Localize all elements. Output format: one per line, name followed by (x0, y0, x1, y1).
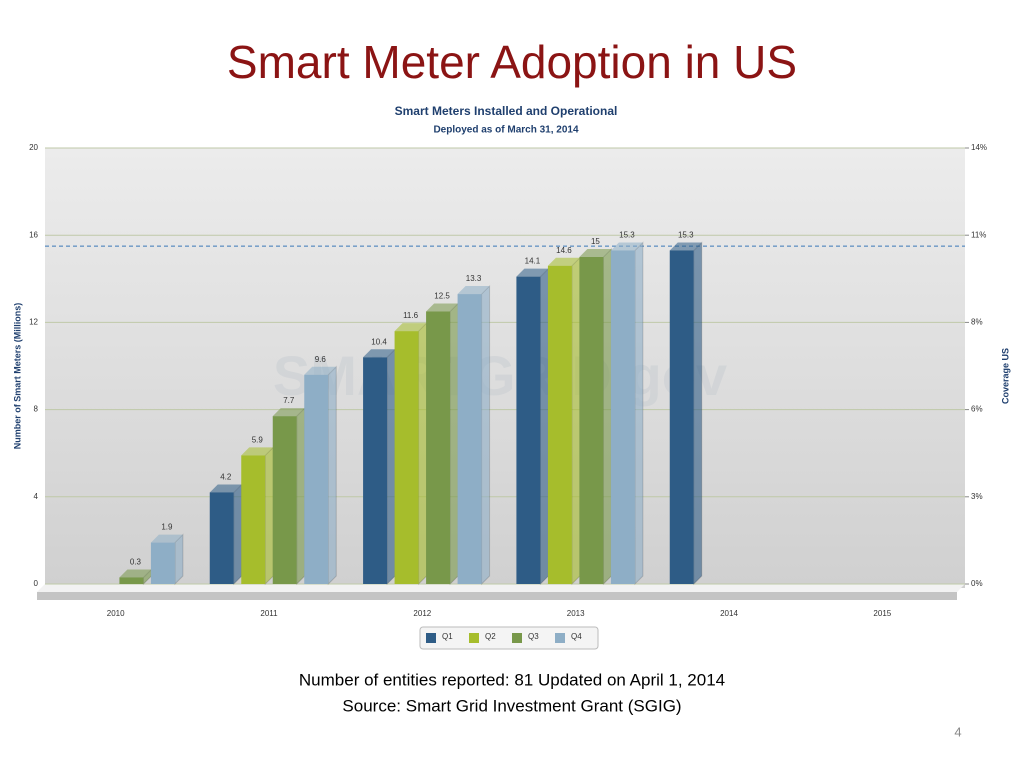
legend-label: Q4 (571, 632, 582, 641)
bar-top (579, 249, 612, 257)
data-label: 12.5 (434, 292, 450, 301)
legend-swatch (555, 633, 565, 643)
bar (394, 331, 419, 584)
footer-line: Number of entities reported: 81 Updated … (299, 670, 725, 689)
x-tick-label: 2015 (873, 609, 891, 618)
bar (610, 250, 635, 584)
x-tick-label: 2011 (260, 609, 278, 618)
legend (419, 626, 599, 650)
bar (669, 250, 694, 584)
legend-label: Q1 (442, 632, 453, 641)
y2-tick-label: 3% (971, 492, 983, 501)
y-tick-label: 16 (29, 230, 38, 239)
bar-side (418, 321, 428, 586)
y2-tick-label: 6% (971, 405, 983, 414)
y2-axis-label: Coverage US (1000, 348, 1010, 404)
bar-side (634, 241, 644, 586)
footer-line: Source: Smart Grid Investment Grant (SGI… (342, 696, 681, 715)
bar (457, 294, 482, 584)
plot-area (45, 148, 965, 588)
bar-side (602, 247, 612, 586)
data-label: 15.3 (619, 231, 635, 240)
bar-top (426, 303, 459, 312)
bar-side (233, 483, 243, 586)
bar-top (516, 268, 549, 277)
bar-top (304, 366, 337, 375)
bar (363, 357, 388, 584)
bar-top (272, 408, 305, 417)
bar-top (363, 349, 396, 358)
bar-side (571, 256, 581, 586)
data-label: 13.3 (466, 274, 482, 283)
data-label: 9.6 (315, 355, 327, 364)
x-tick-label: 2013 (567, 609, 585, 618)
data-label: 1.9 (161, 523, 173, 532)
bar-side (481, 284, 491, 586)
x-tick-label: 2010 (107, 609, 125, 618)
y2-tick-label: 14% (971, 143, 987, 152)
page-number: 4 (954, 724, 961, 739)
bar-top (547, 257, 580, 266)
legend-swatch (469, 633, 479, 643)
bar-side (296, 406, 306, 586)
floor-top (37, 584, 965, 592)
bar-side (174, 533, 184, 586)
y-tick-label: 8 (34, 405, 39, 414)
legend-swatch (512, 633, 522, 643)
bar-top (457, 286, 490, 295)
bar (579, 257, 604, 584)
bar-side (539, 267, 549, 586)
bar (272, 416, 297, 584)
bar-side (264, 446, 274, 586)
x-tick-label: 2012 (413, 609, 431, 618)
bar (241, 455, 266, 584)
bar-side (693, 241, 703, 586)
bar-side (386, 348, 396, 586)
bar-top (394, 323, 427, 332)
chart-subtitle: Deployed as of March 31, 2014 (433, 125, 579, 136)
bar (119, 577, 144, 584)
bar (150, 542, 175, 584)
bar-side (327, 365, 337, 586)
bar-side (449, 302, 459, 586)
data-label: 15.3 (678, 231, 694, 240)
data-label: 4.2 (220, 473, 232, 482)
bar (304, 374, 329, 584)
y2-tick-label: 0% (971, 579, 983, 588)
y2-tick-label: 11% (971, 230, 986, 239)
y-tick-label: 0 (34, 579, 39, 588)
y-tick-label: 4 (34, 492, 39, 501)
bar-top (150, 534, 183, 543)
bar-top (241, 447, 274, 456)
data-label: 7.7 (283, 396, 295, 405)
data-label: 15 (591, 237, 600, 246)
data-label: 5.9 (252, 435, 264, 444)
data-label: 0.3 (130, 558, 142, 567)
legend-label: Q3 (528, 632, 539, 641)
x-tick-label: 2014 (720, 609, 738, 618)
data-label: 14.6 (556, 246, 572, 255)
legend-swatch (426, 633, 436, 643)
bar-top (610, 242, 643, 251)
watermark: SMARTGRID.gov (273, 344, 727, 407)
floor-front (37, 592, 957, 600)
chart-title: Smart Meters Installed and Operational (395, 104, 618, 118)
slide-title: Smart Meter Adoption in US (227, 36, 797, 88)
bar (209, 492, 234, 584)
y-axis-label: Number of Smart Meters (Millions) (12, 303, 22, 450)
y2-tick-label: 8% (971, 318, 983, 327)
data-label: 14.1 (525, 257, 541, 266)
legend-label: Q2 (485, 632, 496, 641)
bar-top (209, 484, 242, 493)
bar-top (669, 242, 702, 251)
data-label: 11.6 (403, 311, 419, 320)
y-tick-label: 12 (29, 318, 38, 327)
bar (426, 311, 451, 584)
bar-top (119, 569, 152, 578)
data-label: 10.4 (371, 337, 387, 346)
bar (516, 276, 541, 584)
bar (547, 265, 572, 584)
y-tick-label: 20 (29, 143, 38, 152)
